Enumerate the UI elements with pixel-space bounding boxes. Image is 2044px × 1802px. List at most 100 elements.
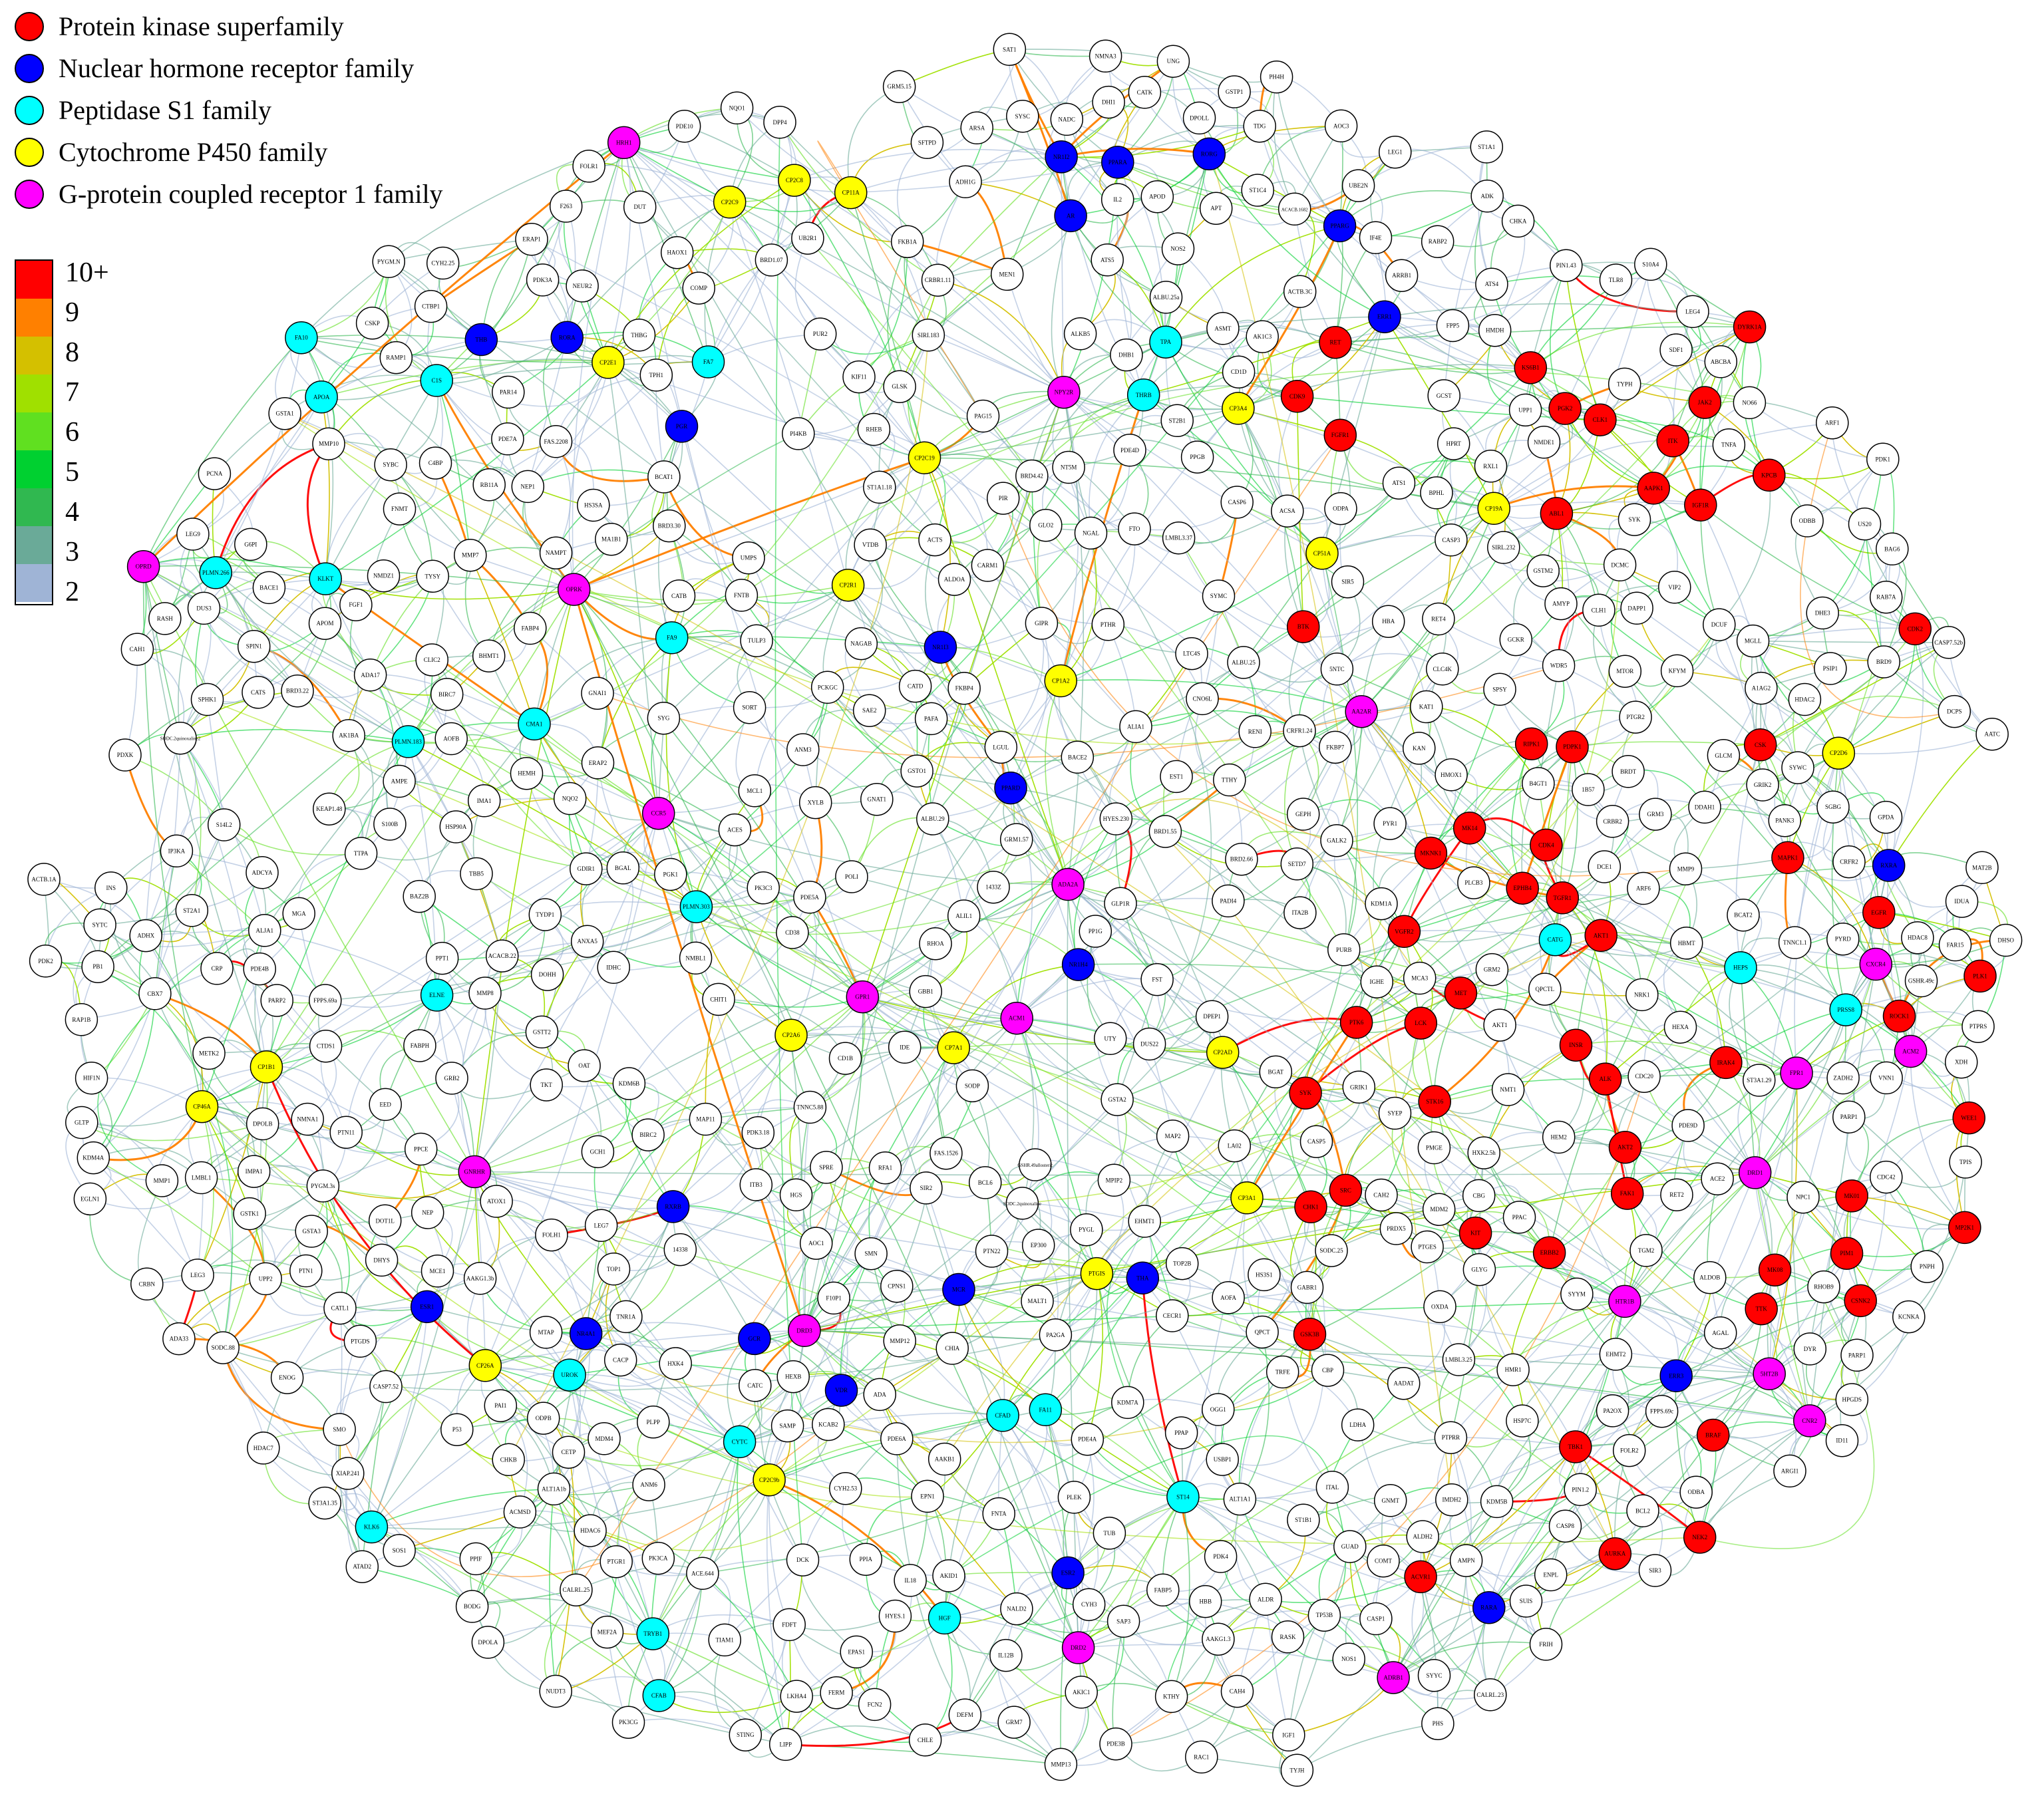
node-label: ITA2B: [1292, 909, 1309, 916]
node-white: PRDX5: [1379, 1212, 1413, 1245]
node-label: AMYP: [1552, 601, 1570, 607]
node-label: ATS5: [1101, 257, 1114, 263]
node-label: HAOX1: [667, 249, 687, 256]
edge: [1239, 1332, 1270, 1500]
node-label: PADI4: [1220, 897, 1237, 904]
node-white: CYH2.25: [426, 246, 460, 280]
node-white: PPT1: [425, 941, 459, 975]
node-white: PUR2: [803, 317, 837, 351]
node-white: NEP: [411, 1196, 444, 1229]
node-label: IGF1: [1282, 1731, 1295, 1738]
node-label: FPPS.69a: [313, 997, 337, 1004]
node-label: NMDE1: [1534, 439, 1554, 446]
node-label: HBB: [1199, 1598, 1212, 1605]
edge: [741, 595, 941, 648]
node-label: ODBB: [1799, 518, 1816, 524]
node-label: DOT1L: [375, 1217, 395, 1224]
node-white: CAH2: [1365, 1178, 1398, 1212]
node-white: PH4H: [1260, 60, 1293, 94]
node-label: BIRC7: [438, 691, 456, 698]
node-label: PTN1: [299, 1268, 313, 1275]
node-white: PLCB3: [1457, 866, 1490, 899]
edge: [1246, 1197, 1311, 1335]
node-label: ENPL: [1543, 1572, 1558, 1578]
node-label: ACSA: [1279, 508, 1296, 514]
node-white: RASH: [148, 602, 182, 635]
node-label: CASP5: [1307, 1138, 1326, 1145]
node-label: NAGAB: [850, 641, 872, 647]
node-label: INS: [106, 885, 116, 891]
node-white: FOLH1: [535, 1218, 568, 1252]
node-white: CD1B: [828, 1042, 862, 1075]
node-white: AKIC1: [1065, 1676, 1098, 1709]
node-label: DCPS: [1947, 708, 1962, 715]
edge: [1000, 623, 1045, 748]
node-white: BRD9: [1867, 645, 1900, 678]
node-white: FCN2: [858, 1688, 892, 1722]
node-label: CLIC2: [424, 657, 440, 663]
node-label: EGLN1: [81, 1195, 100, 1202]
edge: [1087, 1439, 1240, 1500]
node-white: TNR1A: [609, 1300, 643, 1334]
node-label: BRD9: [1876, 659, 1892, 665]
node-white: ST1B1: [1287, 1503, 1320, 1537]
edge: [222, 1347, 340, 1431]
node-white: LEG9: [176, 518, 210, 551]
node-label: PDK3A: [533, 277, 553, 283]
node-white: NAMPT: [539, 536, 573, 569]
node-label: ADA: [873, 1391, 886, 1398]
node-label: FNTA: [991, 1511, 1007, 1517]
node-white: PCKGC: [810, 671, 844, 704]
node-label: ACTB.1A: [31, 876, 57, 883]
node-label: BRD2.66: [1230, 856, 1254, 863]
node-label: ACE.644: [691, 1570, 714, 1577]
node-label: OXDA: [1431, 1303, 1448, 1310]
node-white: ABCBA: [1704, 345, 1738, 378]
node-label: AKIC1: [1073, 1689, 1091, 1696]
node-white: SYMC: [1202, 579, 1236, 613]
node-white: RHEB: [857, 412, 891, 446]
node-label: ARF6: [1636, 885, 1651, 892]
node-white: ADH1G: [949, 165, 982, 199]
node-label: TNFA: [1721, 442, 1737, 448]
node-label: FOLH1: [542, 1232, 561, 1239]
node-label: GCKR: [1508, 637, 1524, 643]
node-label: USBP1: [1214, 1456, 1232, 1463]
node-white: TP53B: [1307, 1598, 1341, 1632]
node-white: LTC4S: [1175, 637, 1208, 671]
node-label: ALIA1: [1127, 723, 1144, 730]
node-label: PSIP1: [1823, 665, 1838, 672]
node-white: PLPP: [637, 1406, 670, 1439]
node-label: P53: [452, 1426, 462, 1433]
node-label: NPC1: [1796, 1194, 1810, 1201]
node-label: FOLR1: [580, 163, 598, 170]
node-white: ANM6: [632, 1468, 665, 1501]
node-white: RHOA: [919, 927, 952, 961]
node-label: GSTA3: [303, 1228, 321, 1235]
node-white: CATD: [898, 669, 932, 703]
node-label: GEPH: [1295, 811, 1311, 818]
node-white: TOP2B: [1165, 1247, 1199, 1280]
node-white: RET2: [1660, 1178, 1693, 1211]
node-white: TNFA: [1712, 428, 1746, 462]
node-label: CD1B: [838, 1055, 853, 1062]
edge: [306, 443, 330, 579]
node-white: BGAL: [606, 851, 640, 885]
node-white: CHKA: [1501, 204, 1535, 238]
node-white: PIN1.2: [1564, 1473, 1597, 1507]
node-label: BHMT1: [478, 653, 499, 659]
node-white: KAN: [1403, 732, 1436, 765]
node-label: SAP3: [1116, 1618, 1131, 1624]
node-white: MMP9: [1669, 852, 1703, 886]
edge: [1142, 1277, 1310, 1335]
node-label: PB1: [92, 963, 103, 970]
edge: [307, 1119, 421, 1154]
node-label: CDC20: [1635, 1073, 1653, 1080]
node-white: EST1: [1160, 760, 1193, 794]
edge: [488, 1624, 607, 1643]
node-white: GBB1: [909, 975, 942, 1008]
node-white: PARP2: [260, 984, 293, 1017]
node-label: BRD1.55: [1154, 828, 1177, 835]
edge: [321, 396, 330, 579]
node-label: AK1C3: [1253, 333, 1272, 340]
